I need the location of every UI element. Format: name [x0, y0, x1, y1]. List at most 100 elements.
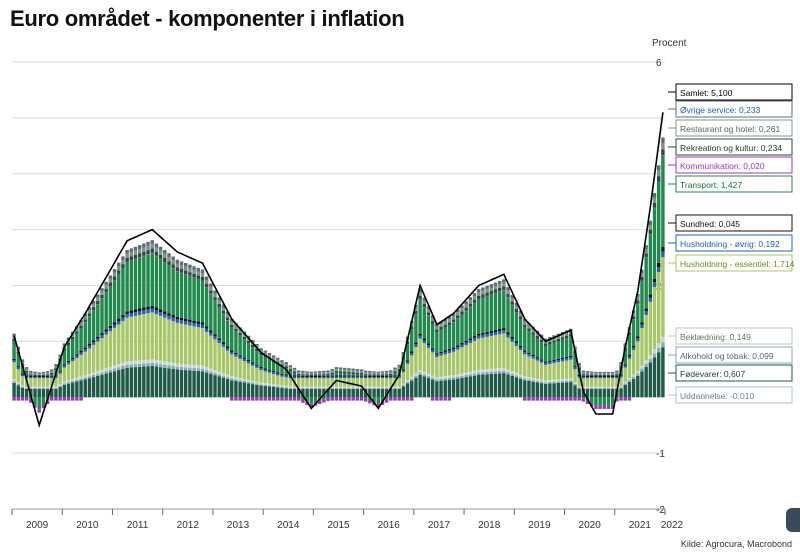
bar-segment	[213, 300, 217, 335]
bar-segment	[506, 334, 510, 338]
bar-segment	[209, 332, 213, 336]
bar-segment	[45, 386, 50, 388]
bar-segment	[359, 388, 364, 398]
bar-segment	[355, 387, 360, 389]
bar-segment	[167, 257, 171, 262]
bar-segment	[225, 314, 230, 318]
bar-segment	[112, 322, 117, 325]
bar-segment	[250, 362, 255, 364]
bar-segment	[96, 373, 100, 376]
bar-segment	[661, 155, 665, 156]
bar-segment	[271, 374, 276, 385]
bar-segment	[246, 379, 251, 382]
bar-segment	[284, 388, 288, 398]
bar-segment	[322, 388, 326, 398]
bar-segment	[221, 377, 226, 398]
bar-segment	[238, 335, 242, 356]
bar-segment	[150, 253, 154, 306]
bar-segment	[359, 374, 364, 376]
bar-segment	[640, 276, 644, 281]
bar-segment	[598, 386, 602, 388]
bar-segment	[359, 369, 364, 372]
bar-segment	[288, 367, 293, 370]
legend-label: Rekreation og kultur: 0,234	[680, 143, 782, 153]
bar-segment	[472, 296, 477, 300]
bar-segment	[661, 137, 665, 144]
bar-segment	[585, 371, 590, 373]
bar-segment	[414, 310, 418, 314]
bar-segment	[322, 370, 326, 373]
bar-segment	[259, 397, 263, 401]
bar-segment	[410, 376, 414, 379]
bar-segment	[355, 374, 360, 376]
bar-segment	[531, 379, 535, 382]
bar-segment	[70, 397, 75, 401]
bar-segment	[33, 377, 37, 379]
bar-segment	[372, 386, 376, 388]
bar-segment	[217, 343, 221, 372]
bar-segment	[112, 365, 117, 369]
bar-segment	[91, 307, 96, 311]
bar-segment	[91, 374, 96, 378]
bar-segment	[577, 376, 581, 378]
bar-segment	[477, 335, 481, 339]
bar-segment	[154, 307, 159, 311]
bar-segment	[334, 387, 339, 389]
bar-segment	[104, 285, 108, 289]
bar-segment	[376, 403, 380, 408]
source-note: Kilde: Agrocura, Macrobond	[680, 539, 792, 549]
bar-segment	[230, 376, 234, 379]
bar-segment	[485, 331, 489, 334]
bar-segment	[58, 386, 62, 398]
bar-segment	[422, 300, 427, 305]
bar-segment	[62, 384, 67, 398]
bar-segment	[527, 328, 531, 332]
bar-segment	[334, 367, 339, 369]
bar-segment	[577, 363, 581, 366]
bar-segment	[45, 378, 50, 387]
bar-segment	[389, 388, 393, 398]
bar-segment	[489, 294, 494, 331]
bar-segment	[267, 370, 272, 373]
bar-segment	[657, 272, 661, 343]
bar-segment	[142, 256, 146, 308]
bar-segment	[430, 379, 435, 398]
bar-segment	[276, 386, 280, 388]
y-tick-label: 6	[656, 58, 662, 69]
bar-segment	[623, 350, 627, 365]
bar-segment	[271, 371, 276, 373]
bar-segment	[167, 319, 171, 363]
bar-segment	[552, 360, 556, 364]
bar-segment	[322, 374, 326, 376]
bar-segment	[577, 397, 581, 401]
bar-segment	[125, 249, 129, 254]
bar-segment	[24, 367, 29, 369]
bar-segment	[502, 367, 506, 371]
bar-segment	[305, 377, 309, 379]
bar-segment	[640, 322, 644, 325]
bar-segment	[623, 367, 627, 382]
bar-segment	[309, 373, 314, 375]
bar-segment	[460, 377, 464, 398]
bar-segment	[493, 335, 498, 369]
bar-segment	[623, 364, 627, 366]
bar-segment	[652, 357, 657, 398]
bar-segment	[606, 388, 611, 398]
bar-segment	[338, 397, 343, 401]
bar-segment	[489, 374, 494, 398]
bar-segment	[213, 297, 217, 301]
bar-segment	[108, 372, 113, 398]
bar-segment	[581, 375, 586, 377]
bar-segment	[347, 373, 351, 376]
bar-segment	[100, 288, 104, 292]
bar-segment	[644, 257, 648, 309]
bar-segment	[468, 340, 473, 343]
bar-segment	[368, 375, 372, 377]
bar-segment	[439, 327, 443, 330]
bar-segment	[477, 374, 481, 398]
bar-segment	[196, 368, 200, 372]
bar-segment	[661, 143, 665, 150]
bar-segment	[518, 316, 523, 320]
bar-segment	[204, 367, 209, 371]
bar-segment	[255, 383, 259, 385]
